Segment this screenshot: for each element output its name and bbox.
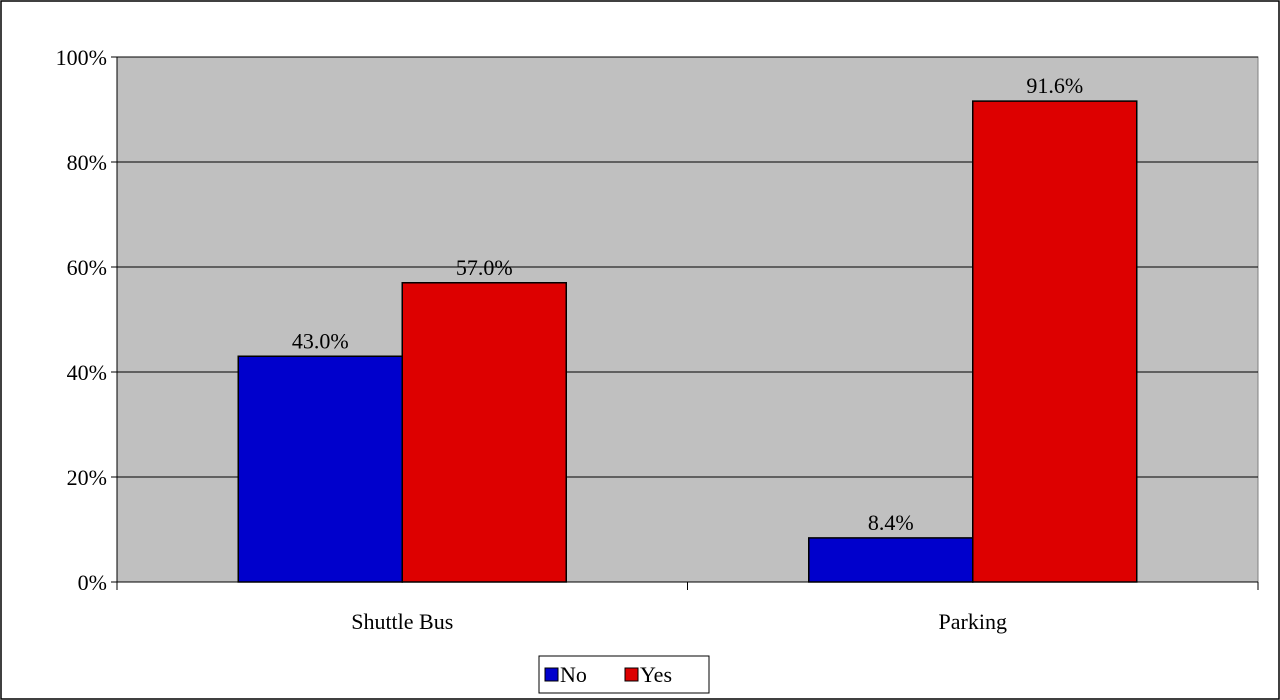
legend-swatch-yes — [624, 667, 639, 682]
data-label: 8.4% — [868, 510, 914, 535]
bar-yes-shuttle-bus — [401, 282, 567, 583]
legend-box — [538, 655, 710, 694]
y-tick-label: 40% — [67, 360, 107, 385]
legend-label-yes: Yes — [640, 662, 672, 687]
y-tick-label: 0% — [78, 570, 107, 595]
labels: 0% 20% 40% 60% 80% 100% 43.0% 57.0% Shuttle Bus 8… — [56, 45, 1083, 634]
x-category-label: Parking — [939, 609, 1007, 634]
bars — [237, 100, 1138, 583]
legend: No Yes — [538, 655, 710, 694]
y-tick-label: 100% — [56, 45, 107, 70]
data-label: 91.6% — [1026, 73, 1083, 98]
legend-swatch-no — [544, 667, 559, 682]
bar-no-shuttle-bus — [237, 355, 403, 583]
bar-yes-parking — [972, 100, 1138, 583]
axes — [111, 56, 1259, 590]
x-category-label: Shuttle Bus — [351, 609, 453, 634]
y-tick-label: 80% — [67, 150, 107, 175]
data-label: 43.0% — [292, 328, 349, 353]
bar-no-parking — [808, 537, 974, 583]
legend-label-no: No — [560, 662, 587, 687]
y-tick-label: 20% — [67, 465, 107, 490]
y-tick-label: 60% — [67, 255, 107, 280]
data-label: 57.0% — [456, 255, 513, 280]
